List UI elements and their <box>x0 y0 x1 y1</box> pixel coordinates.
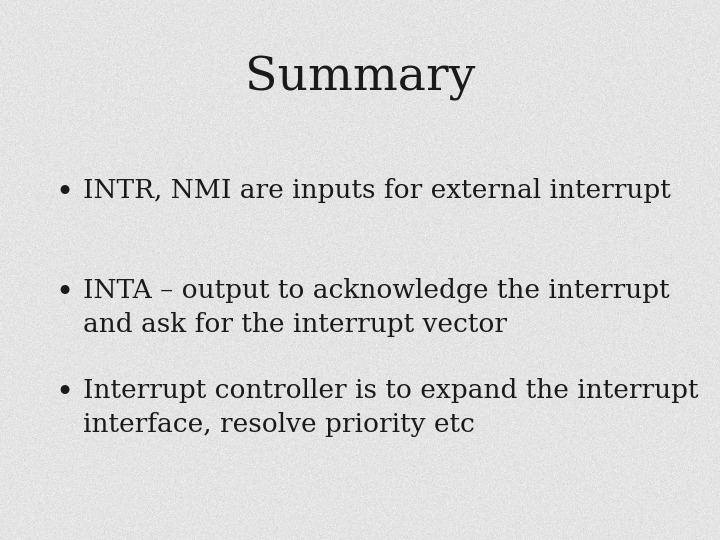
Text: •: • <box>55 178 74 209</box>
Text: INTA – output to acknowledge the interrupt
and ask for the interrupt vector: INTA – output to acknowledge the interru… <box>83 278 670 337</box>
Text: Interrupt controller is to expand the interrupt
interface, resolve priority etc: Interrupt controller is to expand the in… <box>83 378 698 437</box>
Text: Summary: Summary <box>245 56 475 101</box>
Text: •: • <box>55 378 74 409</box>
Text: •: • <box>55 278 74 309</box>
Text: INTR, NMI are inputs for external interrupt: INTR, NMI are inputs for external interr… <box>83 178 670 203</box>
